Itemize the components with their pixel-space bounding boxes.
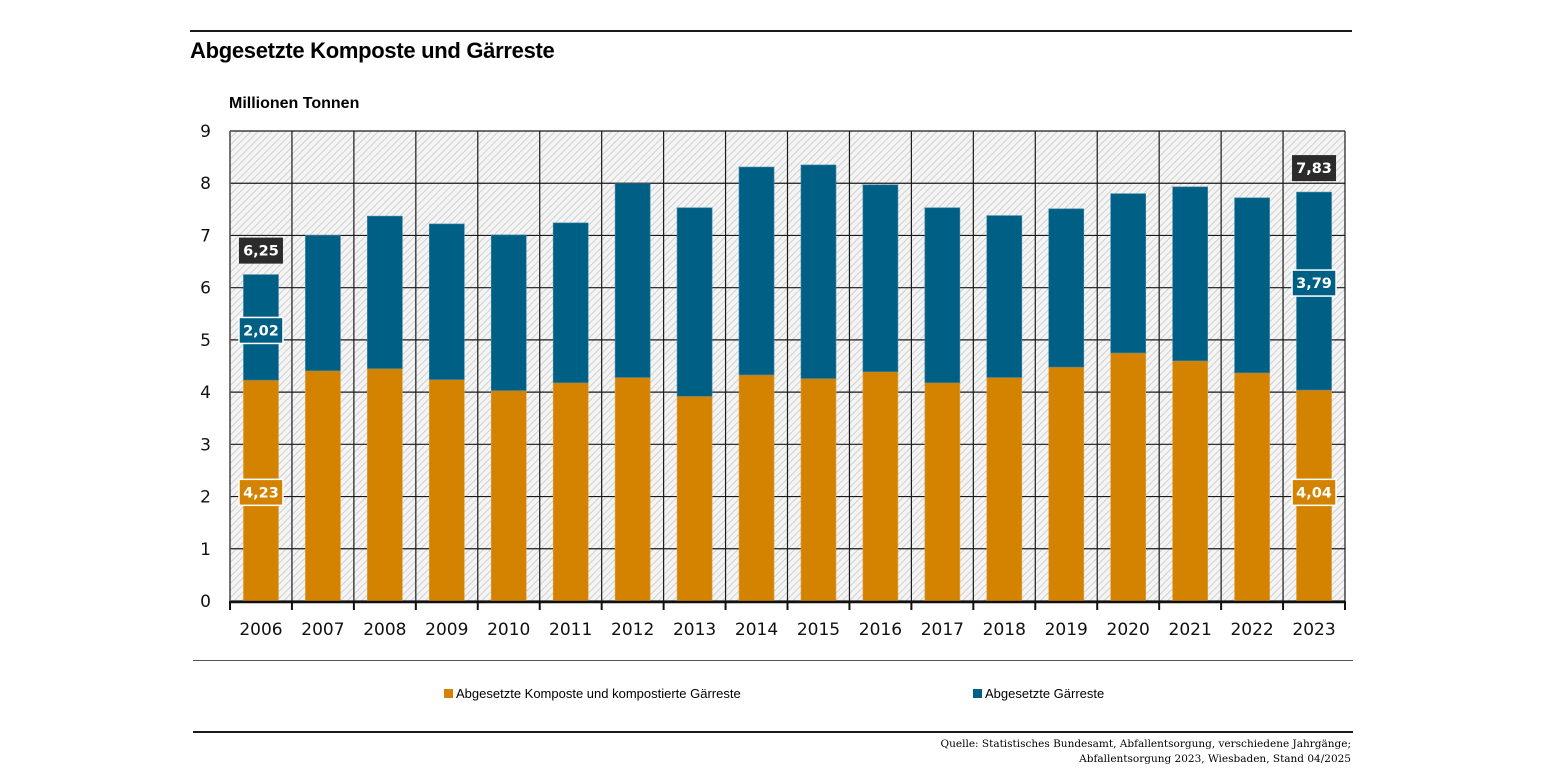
chart-title: Abgesetzte Komposte und Gärreste xyxy=(190,38,555,63)
x-tick-label: 2023 xyxy=(1292,620,1335,640)
x-tick-label: 2010 xyxy=(487,620,530,640)
bar-kompost-2018 xyxy=(986,377,1023,602)
bar-kompost-2008 xyxy=(367,368,403,602)
y-tick-label: 9 xyxy=(200,122,211,142)
bar-kompost-2014 xyxy=(738,374,775,602)
bar-gaerreste-2013 xyxy=(676,207,713,397)
legend-label-gaerreste: Abgesetzte Gärreste xyxy=(985,686,1105,701)
bar-gaerreste-2008 xyxy=(367,215,403,369)
legend-item-gaerreste: Abgesetzte Gärreste xyxy=(973,686,1104,701)
data-label-text: 7,83 xyxy=(1296,161,1332,177)
data-label-gaerreste-2023: 3,79 xyxy=(1291,269,1337,297)
data-label-text: 4,04 xyxy=(1296,485,1332,501)
top-rule xyxy=(190,30,1352,32)
bar-kompost-2007 xyxy=(305,370,341,602)
data-label-total-2006: 6,25 xyxy=(238,237,283,264)
legend-swatch-kompost xyxy=(444,689,453,698)
data-label-box xyxy=(1291,269,1337,297)
bar-gaerreste-2014 xyxy=(738,166,775,376)
data-label-box xyxy=(1292,155,1337,182)
x-tick-label: 2017 xyxy=(921,620,964,640)
y-tick-label: 7 xyxy=(200,226,211,246)
source-line-2: Abfallentsorgung 2023, Wiesbaden, Stand … xyxy=(1079,753,1351,765)
x-tick-label: 2009 xyxy=(425,620,468,640)
bar-gaerreste-2018 xyxy=(986,215,1023,378)
x-tick-label: 2018 xyxy=(983,620,1026,640)
x-tick-label: 2007 xyxy=(301,620,344,640)
bar-gaerreste-2017 xyxy=(924,207,961,384)
y-tick-label: 0 xyxy=(200,592,211,612)
source-top-rule xyxy=(193,731,1353,733)
bar-kompost-2019 xyxy=(1048,366,1085,602)
data-label-text: 3,79 xyxy=(1296,276,1332,292)
y-tick-label: 8 xyxy=(200,174,211,194)
bar-kompost-2009 xyxy=(429,379,465,602)
bar-gaerreste-2016 xyxy=(862,184,899,373)
bar-gaerreste-2009 xyxy=(429,223,465,380)
x-tick-label: 2021 xyxy=(1169,620,1212,640)
data-label-box xyxy=(238,237,283,264)
bar-kompost-2020 xyxy=(1110,352,1146,602)
y-tick-label: 3 xyxy=(200,435,211,455)
y-tick-label: 5 xyxy=(200,331,211,351)
x-tick-label: 2015 xyxy=(797,620,840,640)
bar-kompost-2015 xyxy=(800,378,837,602)
x-tick-label: 2014 xyxy=(735,620,778,640)
x-tick-label: 2011 xyxy=(549,620,592,640)
source-note: Quelle: Statistisches Bundesamt, Abfalle… xyxy=(941,737,1351,767)
stacked-bar-chart: 0 1 2 3 4 5 6 7 8 9 2006 2007 2008 2009 2010 2011 2012 20… xyxy=(200,122,1346,640)
x-tick-label: 2006 xyxy=(239,620,282,640)
y-axis-unit-label: Millionen Tonnen xyxy=(229,95,360,112)
data-label-kompost-2006: 4,23 xyxy=(238,478,284,507)
y-tick-label: 6 xyxy=(200,279,211,299)
source-line-1: Quelle: Statistisches Bundesamt, Abfalle… xyxy=(940,738,1351,750)
y-tick-label: 2 xyxy=(200,488,211,508)
bar-kompost-2013 xyxy=(676,395,713,602)
bar-gaerreste-2011 xyxy=(552,222,589,384)
bar-gaerreste-2021 xyxy=(1172,186,1208,362)
x-tick-label: 2012 xyxy=(611,620,654,640)
legend-label-kompost: Abgesetzte Komposte und kompostierte Gär… xyxy=(456,686,741,701)
bar-gaerreste-2019 xyxy=(1048,208,1085,368)
x-tick-label: 2022 xyxy=(1230,620,1273,640)
bar-gaerreste-2012 xyxy=(614,183,651,378)
data-label-gaerreste-2006: 2,02 xyxy=(238,316,284,345)
x-tick-label: 2019 xyxy=(1045,620,1088,640)
x-tick-label: 2013 xyxy=(673,620,716,640)
bar-kompost-2017 xyxy=(924,382,961,602)
data-label-box xyxy=(238,316,284,345)
x-tick-label: 2016 xyxy=(859,620,902,640)
y-tick-label: 1 xyxy=(200,540,211,560)
data-label-text: 4,23 xyxy=(243,485,279,501)
bar-kompost-2021 xyxy=(1172,360,1208,602)
data-label-total-2023: 7,83 xyxy=(1292,155,1337,182)
data-label-kompost-2023: 4,04 xyxy=(1291,478,1337,507)
bar-gaerreste-2010 xyxy=(490,234,527,391)
bar-gaerreste-2015 xyxy=(800,164,837,379)
bar-kompost-2016 xyxy=(862,371,899,602)
x-tick-label: 2008 xyxy=(363,620,406,640)
x-tick-label: 2020 xyxy=(1107,620,1150,640)
data-label-text: 2,02 xyxy=(243,323,279,339)
data-label-box xyxy=(238,478,284,507)
bar-gaerreste-2007 xyxy=(305,235,341,371)
bar-kompost-2011 xyxy=(552,382,589,602)
legend-swatch-gaerreste xyxy=(973,689,982,698)
bar-gaerreste-2022 xyxy=(1234,197,1270,374)
data-label-box xyxy=(1291,478,1337,507)
bar-kompost-2010 xyxy=(490,390,527,602)
legend-item-kompost: Abgesetzte Komposte und kompostierte Gär… xyxy=(444,686,741,701)
data-label-text: 6,25 xyxy=(243,244,279,260)
legend-top-rule xyxy=(193,660,1353,661)
y-tick-label: 4 xyxy=(200,383,211,403)
bar-kompost-2012 xyxy=(614,377,651,602)
bar-gaerreste-2020 xyxy=(1110,193,1146,354)
bar-kompost-2022 xyxy=(1234,372,1270,602)
